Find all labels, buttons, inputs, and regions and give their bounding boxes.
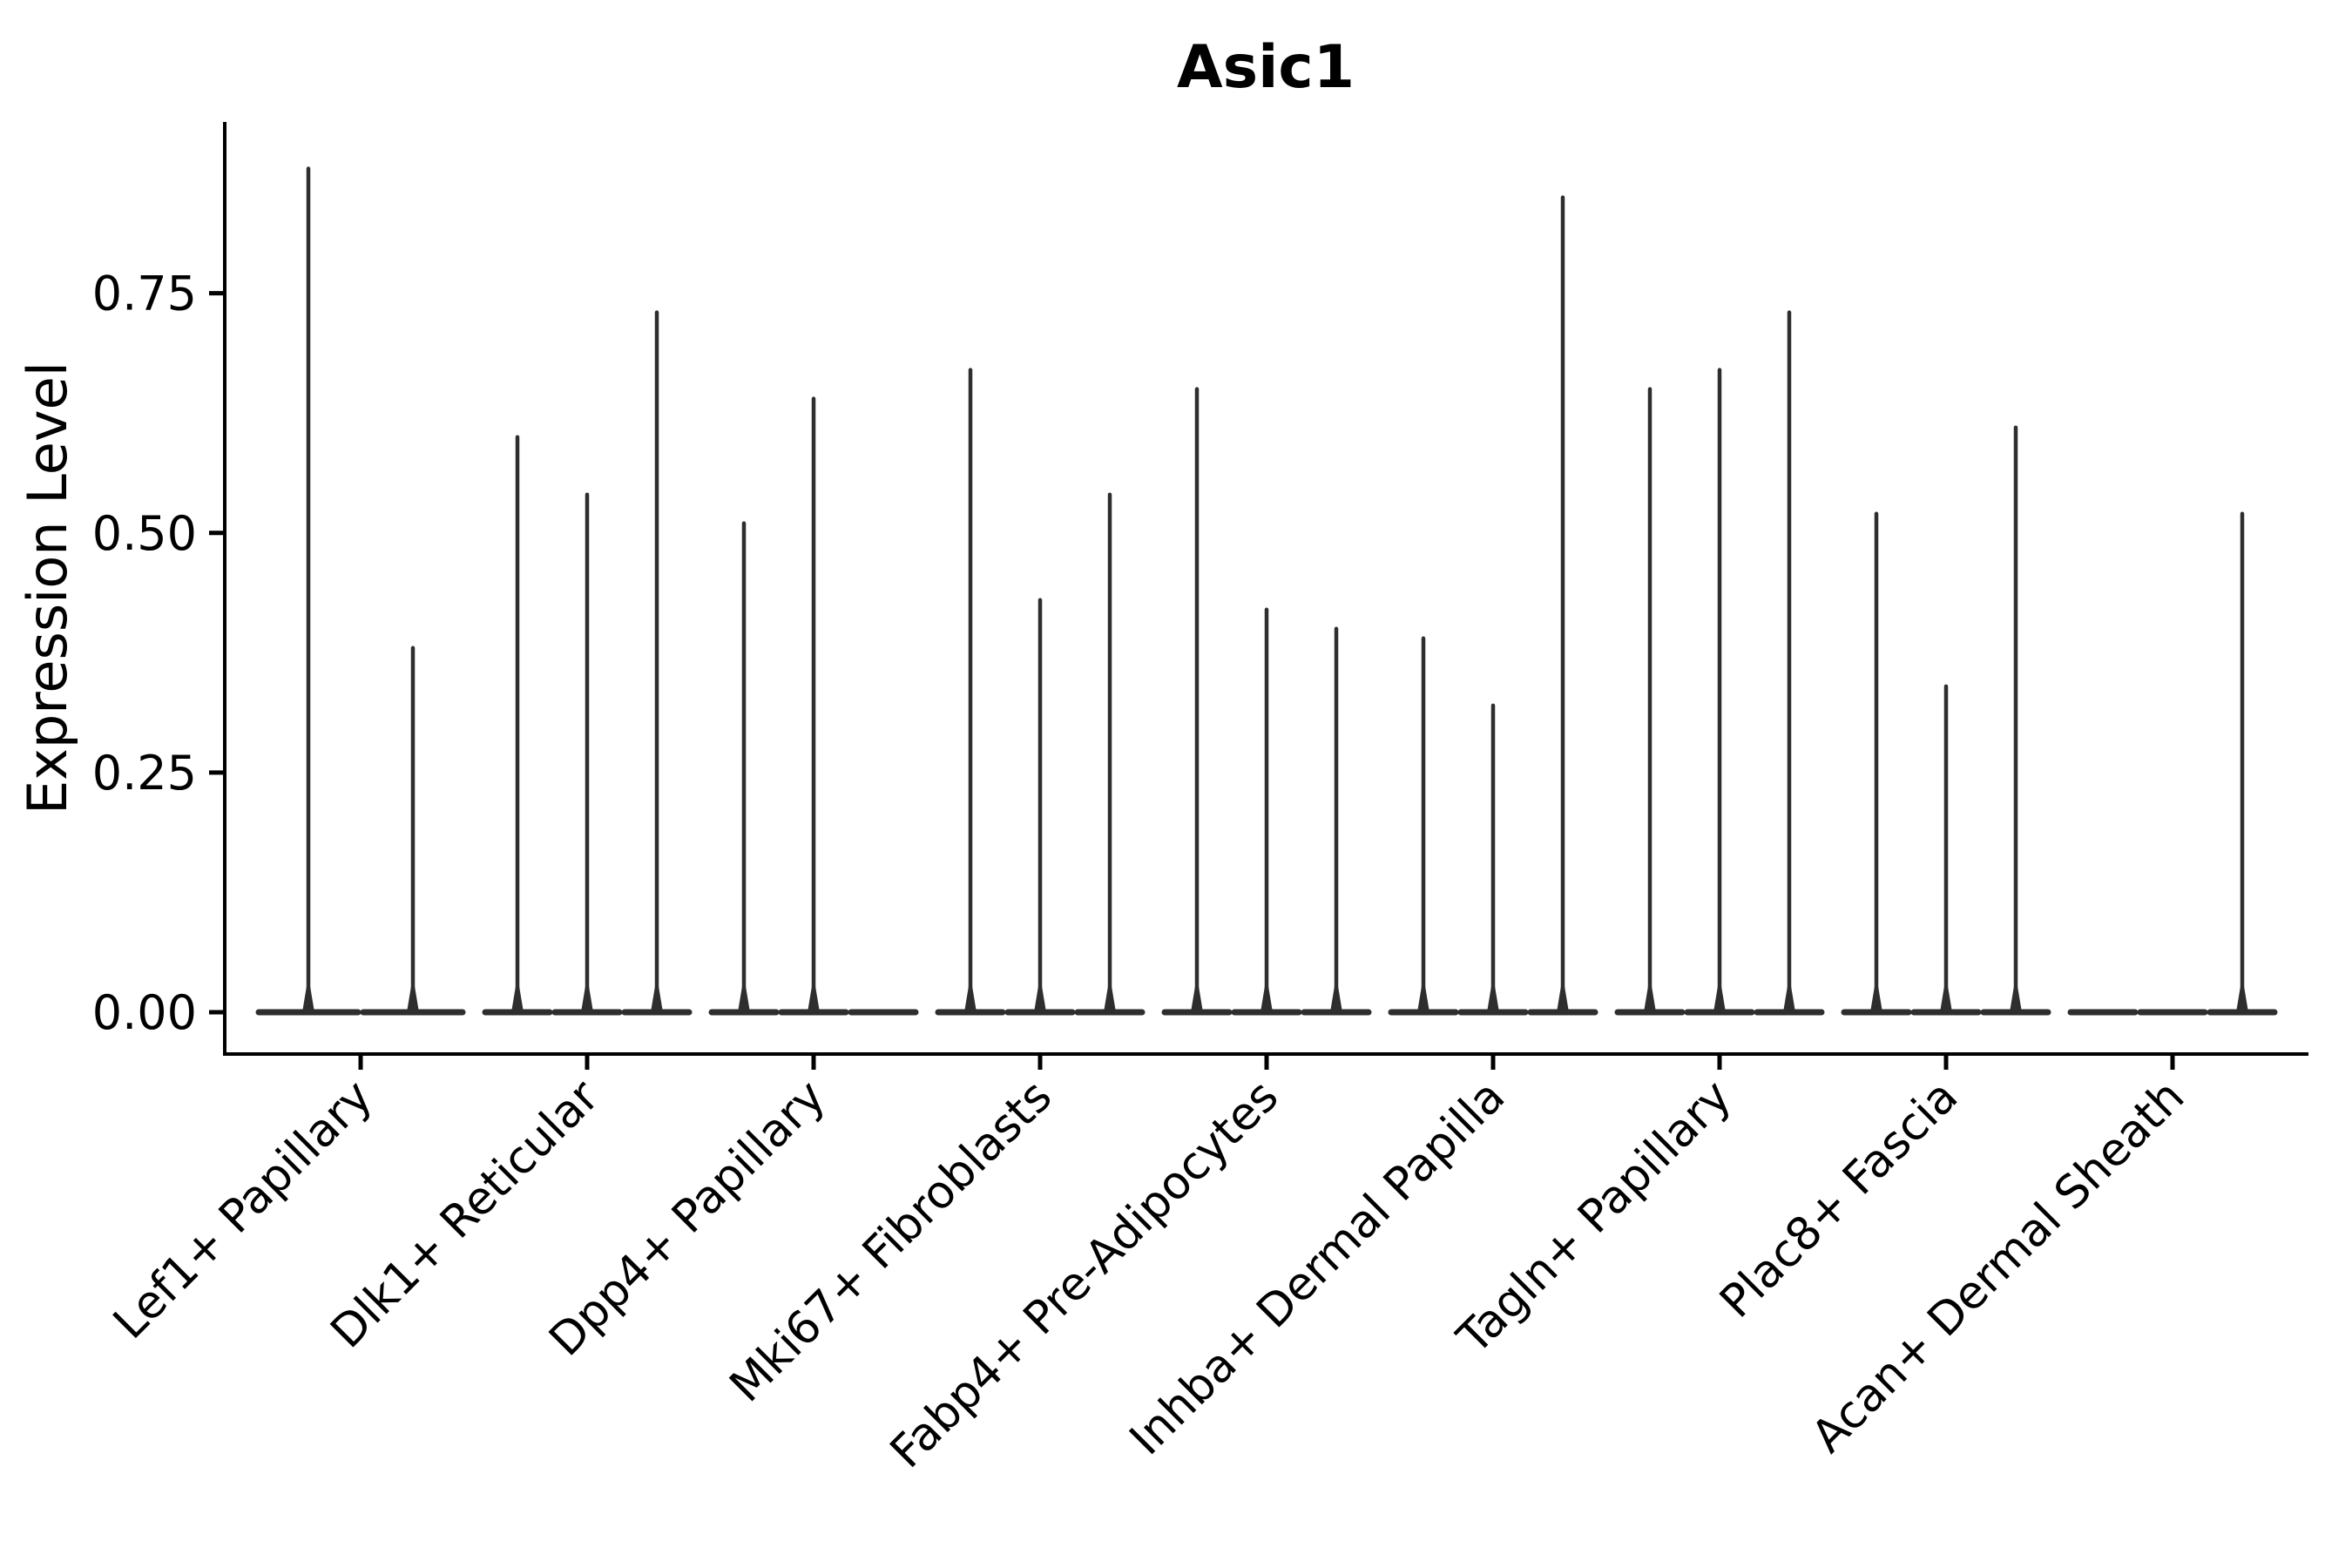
violin-group: [1614, 310, 1825, 1016]
x-tick-label: Plac8+ Fascia: [1710, 1071, 1968, 1328]
violin-group: [708, 396, 919, 1016]
y-tick-label: 0.75: [92, 267, 197, 321]
violin-group: [935, 368, 1146, 1016]
violin-group: [1388, 195, 1598, 1016]
x-tick-label: Acan+ Dermal Sheath: [1802, 1071, 2195, 1463]
y-axis-title: Expression Level: [16, 362, 79, 814]
y-tick-label: 0.00: [92, 985, 197, 1040]
violin-group: [2067, 511, 2278, 1016]
violin-plot-area: [255, 166, 2278, 1016]
violin-group: [482, 310, 693, 1016]
x-tick-label: Fabp4+ Pre-Adipocytes: [881, 1071, 1288, 1478]
violin-group: [1161, 387, 1372, 1016]
chart-title: Asic1: [1177, 33, 1355, 102]
y-tick-label: 0.50: [92, 506, 197, 561]
x-tick-label: Inhba+ Dermal Papilla: [1120, 1071, 1515, 1465]
y-tick-label: 0.25: [92, 746, 197, 801]
violin-group: [255, 166, 466, 1016]
violin-group: [1841, 425, 2051, 1016]
